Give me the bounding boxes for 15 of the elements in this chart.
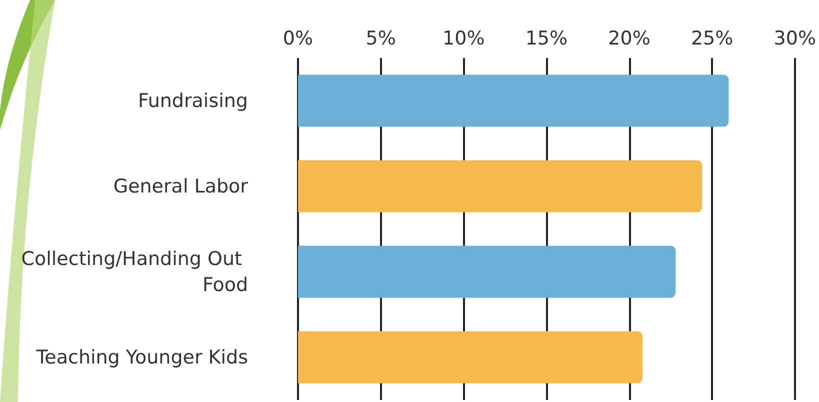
- x-tick-label: 5%: [366, 28, 396, 50]
- y-tick-label: Fundraising: [138, 90, 248, 112]
- bar: [298, 160, 702, 212]
- bar: [298, 74, 729, 127]
- x-tick-label: 10%: [442, 28, 485, 50]
- x-tick-label: 25%: [690, 28, 734, 50]
- y-tick-label: Collecting/Handing Out Food: [21, 248, 248, 296]
- x-tick-label: 20%: [608, 28, 650, 50]
- bar: [298, 246, 676, 298]
- y-tick-label: Teaching Younger Kids: [35, 346, 248, 368]
- y-tick-label: General Labor: [113, 175, 248, 198]
- x-tick-label: 15%: [525, 28, 568, 50]
- x-tick-label: 30%: [774, 28, 816, 50]
- bar: [298, 331, 643, 384]
- x-tick-label: 0%: [282, 28, 314, 50]
